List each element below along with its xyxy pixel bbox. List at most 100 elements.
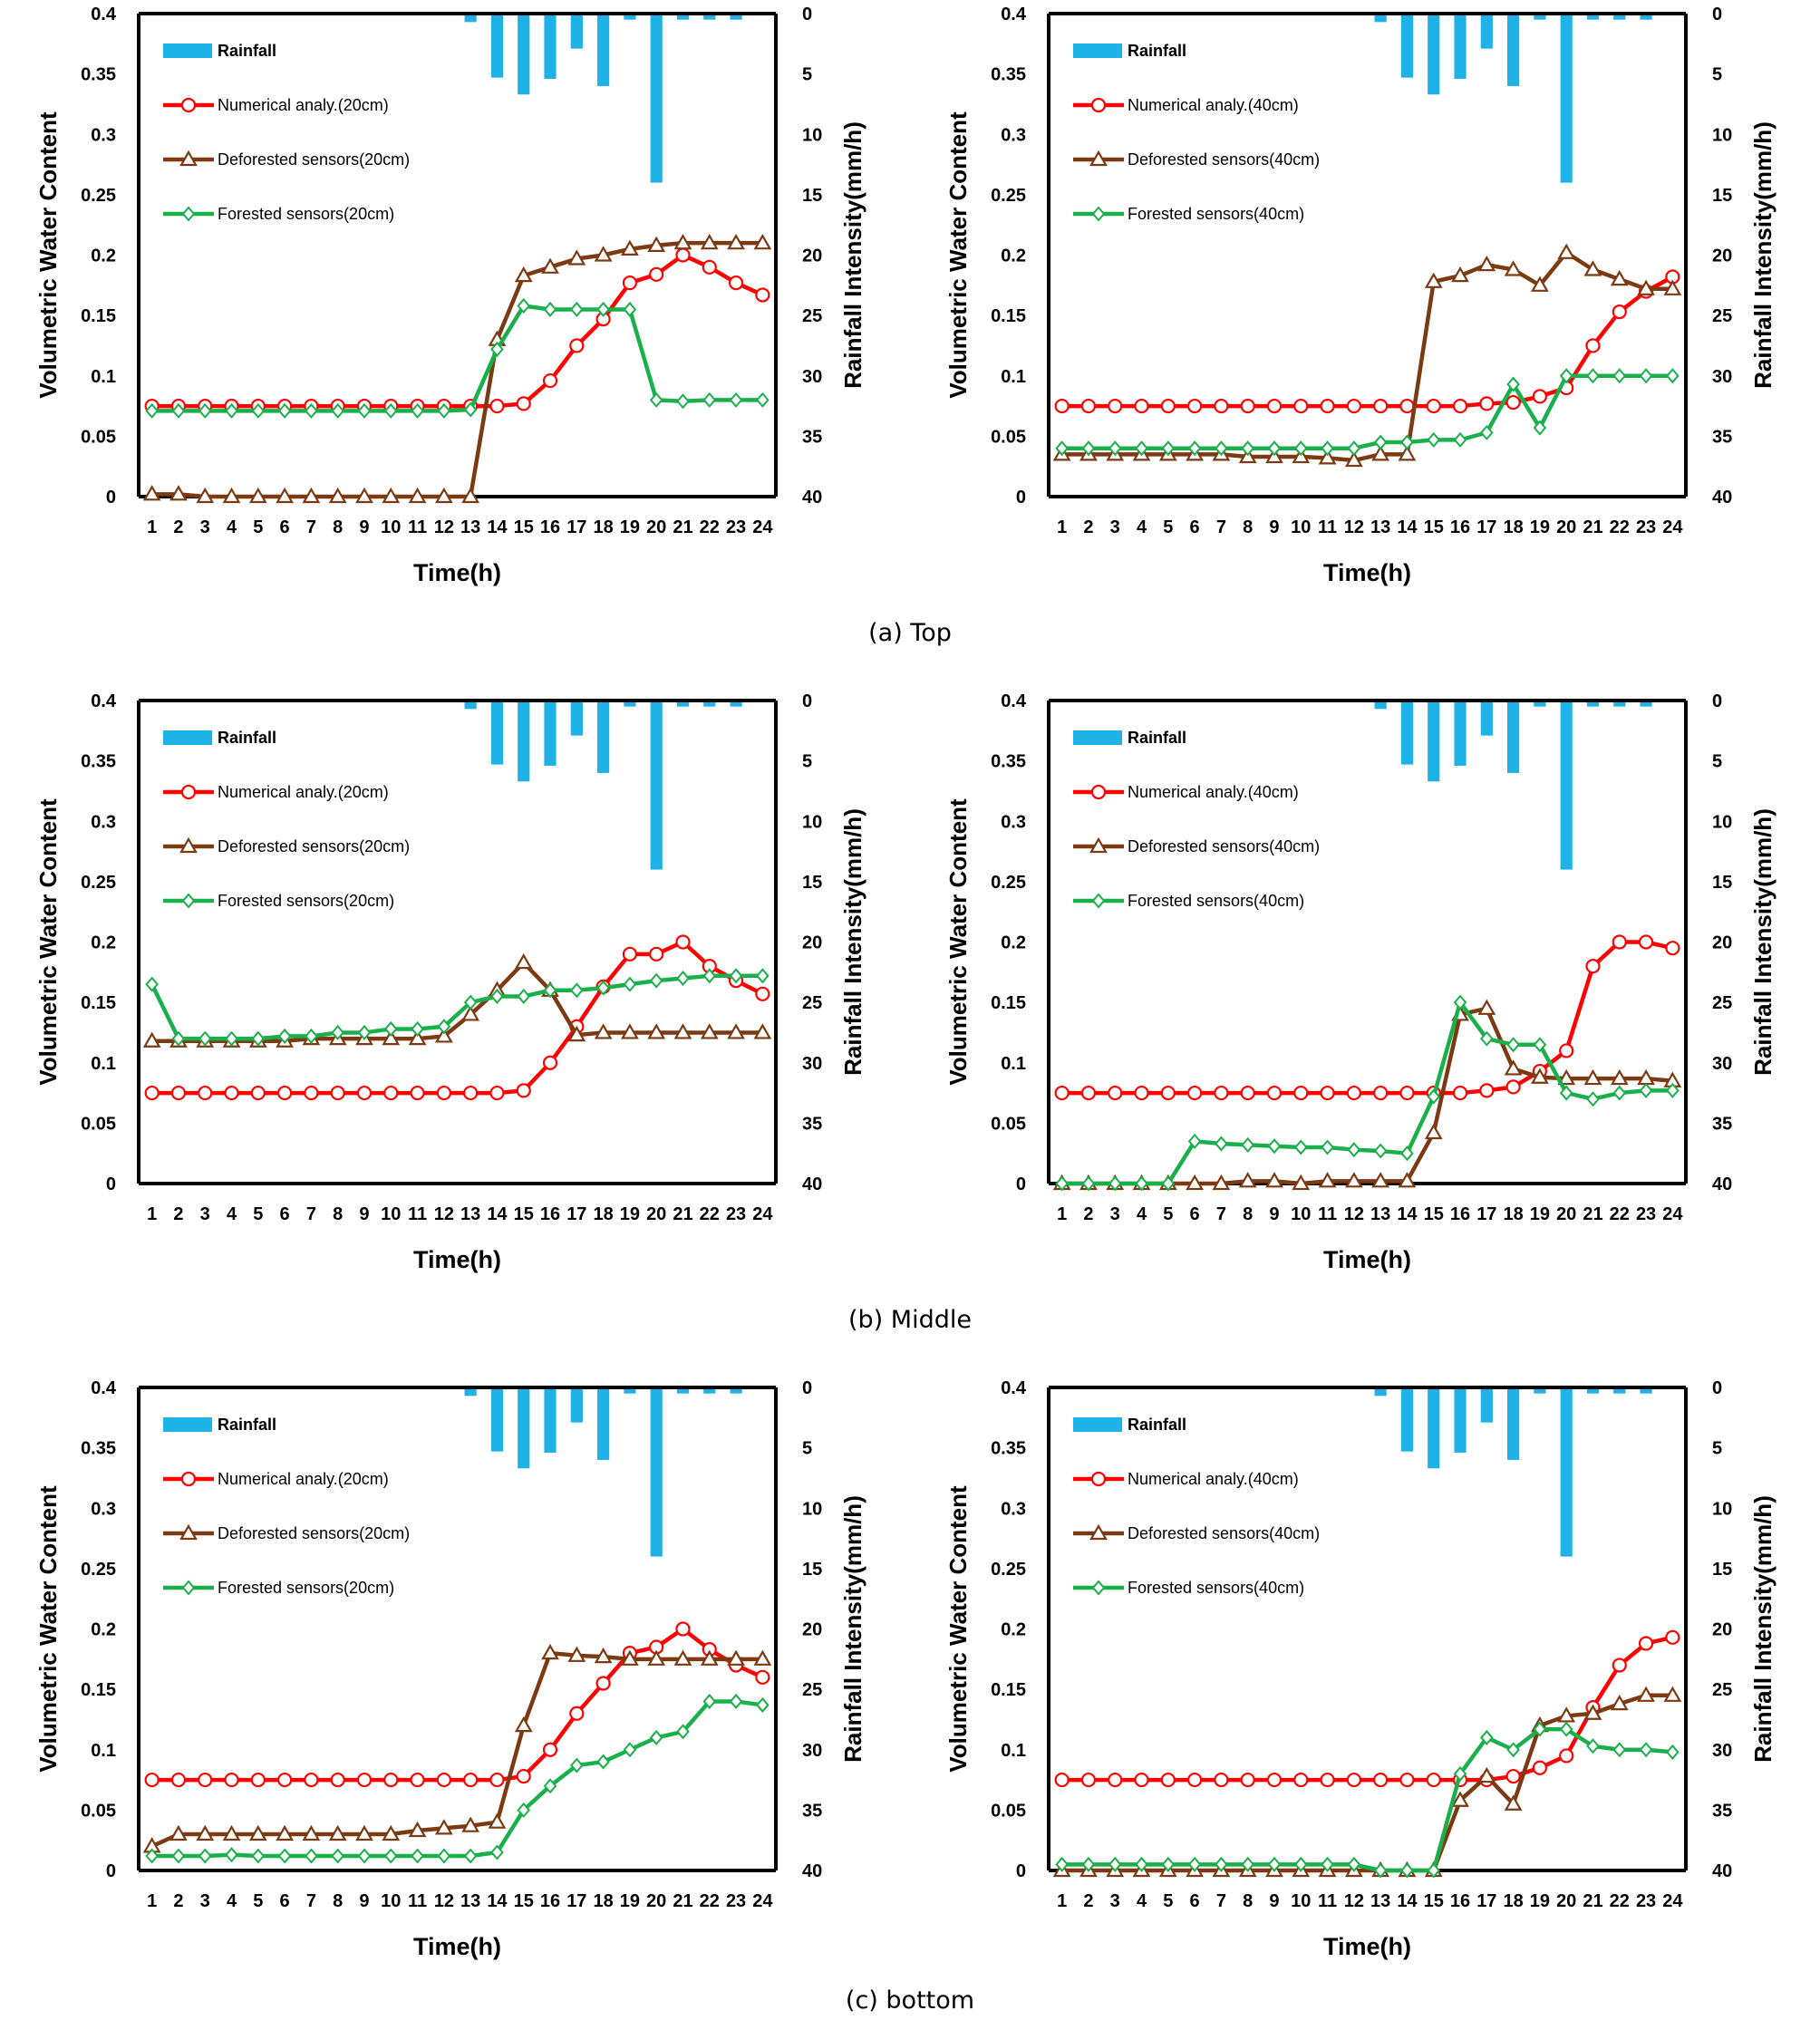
series-line	[151, 940, 764, 1096]
x-tick-label: 5	[1163, 1891, 1173, 1911]
data-point	[621, 1023, 639, 1039]
x-tick-label: 4	[227, 1204, 237, 1224]
data-point	[222, 1824, 241, 1841]
data-point	[676, 393, 690, 410]
x-tick-label: 3	[200, 517, 210, 537]
y-tick-label: 0	[1016, 1174, 1026, 1194]
y-axis-title: Volumetric Water Content	[944, 798, 972, 1086]
x-tick-label: 4	[1137, 1891, 1147, 1911]
series-numerical	[144, 934, 770, 1101]
y-tick-label: 0.05	[81, 427, 116, 447]
data-point	[1427, 1088, 1441, 1105]
rainfall-bar	[490, 701, 504, 765]
data-point	[463, 1772, 479, 1788]
legend-rainfall-label: Rainfall	[1128, 42, 1186, 60]
y-tick-label: 0.25	[81, 873, 116, 893]
data-point	[542, 372, 558, 389]
data-point	[198, 1848, 212, 1864]
x-tick-label: 2	[173, 1891, 183, 1911]
series-line	[1061, 1693, 1673, 1873]
data-point	[1347, 440, 1361, 457]
x-tick-label: 1	[1057, 517, 1067, 537]
y-tick-label: 0.15	[991, 306, 1026, 326]
x-tick-label: 6	[280, 1891, 290, 1911]
rainfall-bar	[1428, 1387, 1440, 1469]
x-tick-label: 22	[700, 1204, 720, 1224]
data-point	[1293, 398, 1309, 414]
y-axis-title: Volumetric Water Content	[34, 1485, 62, 1773]
x-axis-title: Time(h)	[1323, 1933, 1411, 1960]
data-point	[1505, 1079, 1521, 1095]
x-tick-label: 3	[200, 1204, 210, 1224]
data-point	[1399, 1085, 1415, 1101]
series-numerical	[144, 1621, 770, 1788]
data-point	[1187, 440, 1202, 457]
data-point	[1215, 1856, 1228, 1872]
rainfall-bar	[1428, 14, 1440, 95]
data-point	[383, 1085, 399, 1101]
x-tick-label: 17	[1476, 517, 1496, 537]
x-tick-label: 12	[1344, 517, 1364, 537]
rainfall-bar	[624, 1387, 636, 1394]
legend-marker	[179, 1523, 198, 1541]
rainfall-bar	[676, 1387, 690, 1394]
y2-tick-label: 5	[802, 1439, 812, 1459]
data-point	[1639, 1082, 1653, 1098]
legend-rainfall-swatch	[1073, 730, 1122, 745]
data-point	[1293, 1085, 1309, 1101]
data-point	[541, 257, 559, 274]
data-point	[727, 1649, 745, 1666]
y-tick-label: 0.25	[81, 1560, 116, 1580]
data-point	[142, 485, 161, 501]
data-point	[1080, 1772, 1097, 1788]
data-point	[1637, 1686, 1655, 1702]
y-tick-label: 0.35	[81, 1439, 116, 1459]
rainfall-bar	[624, 14, 636, 20]
data-point	[383, 402, 398, 419]
x-tick-label: 24	[752, 517, 773, 537]
y-tick-label: 0.05	[81, 1801, 116, 1821]
data-point	[1638, 1636, 1654, 1651]
x-tick-label: 21	[1583, 1204, 1602, 1224]
data-point	[542, 1055, 558, 1070]
data-point	[595, 1676, 611, 1691]
x-tick-label: 22	[700, 517, 720, 537]
rainfall-bar	[1454, 1387, 1467, 1453]
rainfall-bar	[544, 701, 557, 766]
data-point	[594, 1023, 613, 1039]
x-tick-label: 6	[1190, 1891, 1200, 1911]
data-point	[569, 338, 585, 353]
series-deforested	[142, 233, 772, 504]
data-point	[304, 1772, 319, 1788]
data-point	[755, 986, 770, 1001]
data-point	[756, 391, 770, 408]
data-point	[1371, 445, 1390, 461]
x-tick-label: 2	[1083, 517, 1093, 537]
rainfall-bar	[1480, 701, 1493, 736]
x-tick-label: 24	[1662, 1204, 1683, 1224]
data-point	[1532, 389, 1547, 404]
data-point	[1321, 1856, 1334, 1872]
data-point	[463, 401, 478, 418]
x-tick-label: 19	[1530, 1891, 1550, 1911]
data-point	[1426, 1772, 1441, 1788]
data-point	[1346, 1772, 1361, 1788]
data-point	[1398, 1172, 1417, 1188]
rainfall-bar	[624, 701, 636, 707]
series-deforested	[142, 1643, 772, 1853]
rainfall-bar	[1454, 701, 1467, 766]
x-tick-label: 16	[1450, 1891, 1470, 1911]
x-tick-label: 20	[646, 1204, 666, 1224]
rainfall-bar	[1640, 1387, 1652, 1394]
series-numerical	[1054, 269, 1680, 414]
legend-marker	[1089, 150, 1108, 167]
data-point	[1344, 450, 1363, 468]
y2-tick-label: 10	[1712, 812, 1732, 832]
data-point	[1427, 431, 1441, 448]
data-point	[753, 1023, 772, 1039]
data-point	[700, 1649, 719, 1666]
x-tick-label: 3	[1110, 1891, 1120, 1911]
y2-tick-label: 20	[802, 1620, 822, 1640]
y2-tick-label: 0	[1712, 1378, 1722, 1398]
x-tick-label: 10	[1291, 1204, 1311, 1224]
